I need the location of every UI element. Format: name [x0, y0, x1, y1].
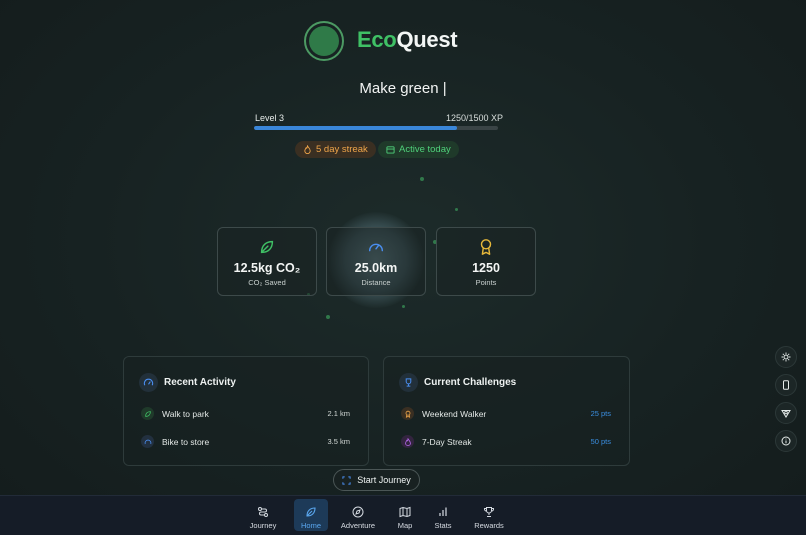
pokeball-icon [781, 410, 791, 418]
bar-chart-icon [439, 507, 447, 516]
stat-card-distance: 25.0km Distance [326, 227, 426, 296]
nav-item-journey[interactable]: Journey [246, 499, 280, 531]
gauge-icon [139, 373, 158, 392]
gauge-icon [368, 243, 384, 252]
trophy-icon [399, 373, 418, 392]
info-icon [781, 436, 791, 446]
particle [420, 177, 424, 181]
app-title: EcoQuest [357, 27, 458, 52]
bottom-nav: Journey Home Adventure Map Stats Rewards [0, 495, 806, 535]
particle [402, 305, 405, 308]
recent-activity-panel: Recent Activity Walk to park 2.1 km Bike… [123, 356, 369, 466]
gauge-icon [141, 435, 154, 448]
info-button[interactable] [775, 430, 797, 452]
scan-icon [342, 475, 351, 485]
map-icon [399, 506, 411, 518]
stat-card-points: 1250 Points [436, 227, 536, 296]
theme-toggle-button[interactable] [775, 346, 797, 368]
calendar-icon [386, 146, 395, 154]
recent-activity-title: Recent Activity [164, 377, 236, 388]
streak-badge: 5 day streak [295, 141, 376, 158]
challenges-title: Current Challenges [424, 377, 517, 388]
list-item[interactable]: Weekend Walker 25 pts [401, 407, 611, 421]
phone-icon [783, 380, 789, 390]
level-label: Level 3 [255, 113, 285, 123]
active-badge: Active today [378, 141, 459, 158]
nav-item-stats[interactable]: Stats [426, 499, 460, 531]
game-button[interactable] [775, 402, 797, 424]
nav-item-map[interactable]: Map [388, 499, 422, 531]
compass-icon [352, 506, 364, 518]
nav-item-adventure[interactable]: Adventure [341, 499, 375, 531]
trophy-icon [483, 507, 495, 517]
flame-icon [401, 435, 414, 448]
device-button[interactable] [775, 374, 797, 396]
particle [455, 208, 458, 211]
list-item[interactable]: Bike to store 3.5 km [141, 435, 350, 449]
app-logo [304, 21, 344, 61]
medal-icon [401, 407, 414, 420]
leaf-icon [306, 507, 316, 517]
leaf-icon [260, 240, 274, 254]
stat-card-co2: 12.5kg CO₂ CO₂ Saved [217, 227, 317, 296]
nav-item-rewards[interactable]: Rewards [472, 499, 506, 531]
start-journey-button[interactable]: Start Journey [333, 469, 420, 491]
tagline: Make green | [359, 80, 447, 97]
xp-progress-bar [254, 126, 498, 130]
flame-icon [304, 145, 311, 154]
particle [326, 315, 330, 319]
list-item[interactable]: Walk to park 2.1 km [141, 407, 350, 421]
award-icon [480, 239, 492, 255]
nav-item-home[interactable]: Home [294, 499, 328, 531]
sun-icon [781, 352, 791, 362]
list-item[interactable]: 7-Day Streak 50 pts [401, 435, 611, 449]
particle [433, 240, 437, 244]
route-icon [258, 507, 268, 517]
challenges-panel: Current Challenges Weekend Walker 25 pts… [383, 356, 630, 466]
xp-label: 1250/1500 XP [446, 113, 504, 123]
leaf-icon [141, 407, 154, 420]
